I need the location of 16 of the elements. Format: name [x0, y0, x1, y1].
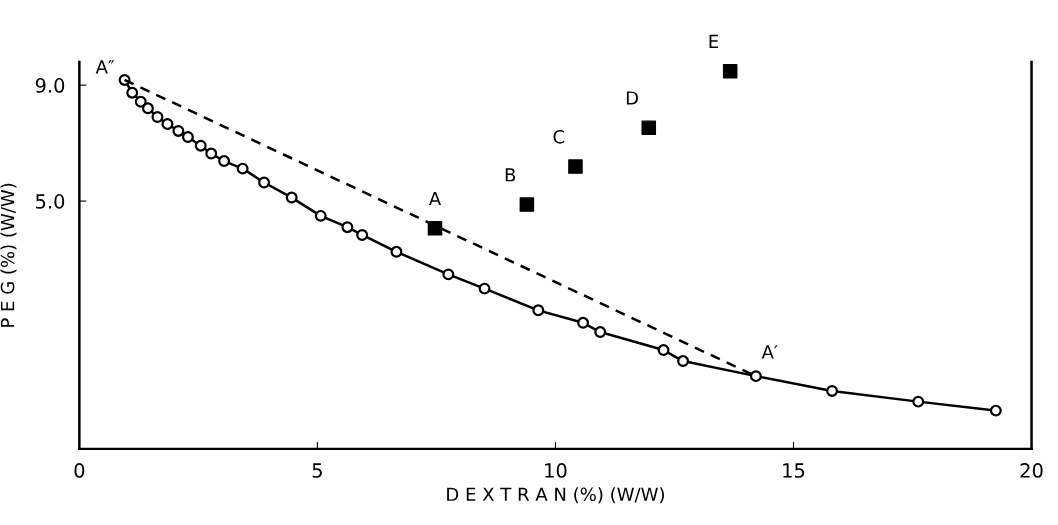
y-tick-label: 9.0: [35, 78, 65, 93]
y-axis-title: P E G (%) (W/W): [0, 183, 17, 327]
annotation: E: [709, 34, 719, 49]
x-tick-label: 15: [783, 463, 805, 478]
x-tick-label: 5: [312, 463, 322, 478]
x-tick-label: 10: [545, 463, 567, 478]
annotation: C: [553, 129, 565, 144]
y-tick-label: 5.0: [36, 194, 65, 209]
x-tick-label: 20: [1020, 463, 1043, 478]
annotation: A: [428, 191, 442, 206]
annotation: B: [505, 168, 516, 182]
annotation: A′: [761, 345, 778, 359]
annotation: D: [626, 91, 638, 105]
annotation: A″: [95, 60, 115, 74]
x-tick-label: 0: [74, 463, 85, 478]
x-axis-title: D E X T R A N (%) (W/W): [447, 487, 664, 504]
